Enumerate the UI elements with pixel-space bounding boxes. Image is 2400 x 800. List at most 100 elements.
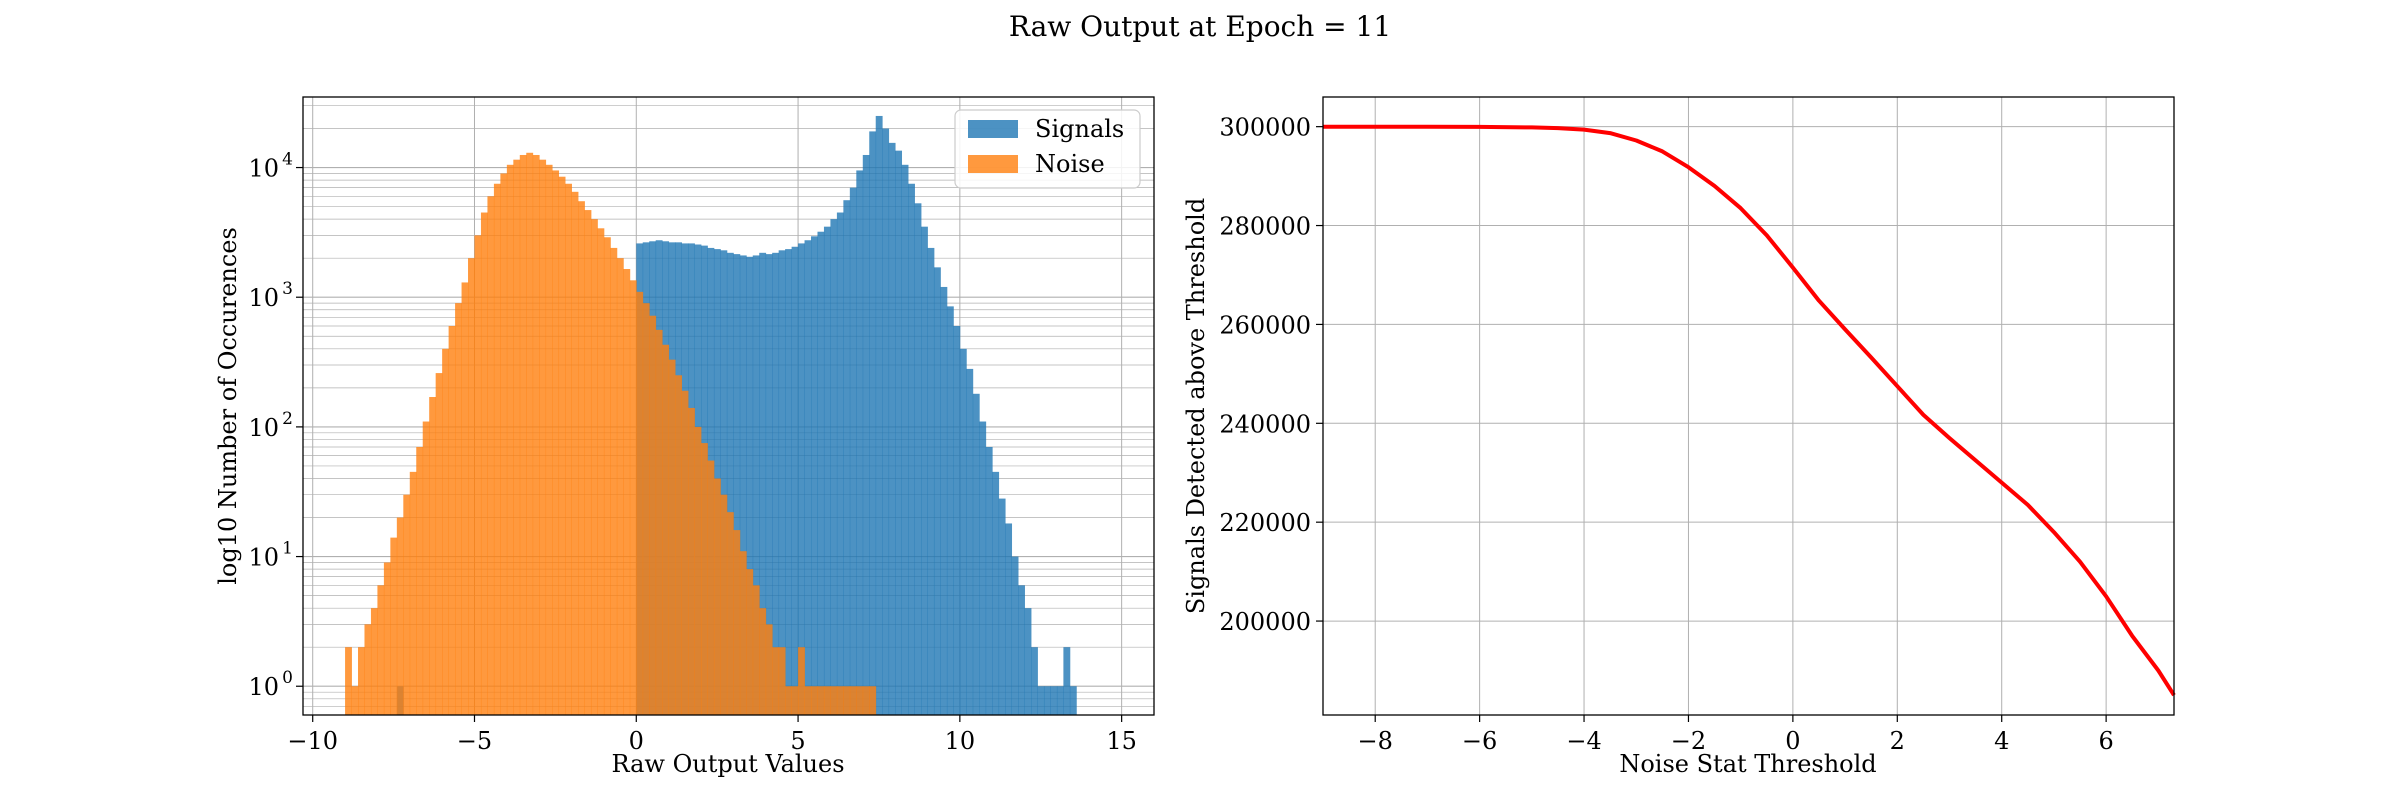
histogram-bar (487, 196, 495, 715)
histogram-bar (726, 252, 734, 716)
histogram-bar (798, 647, 805, 715)
histogram-bar (862, 154, 870, 715)
histogram-bar (933, 267, 941, 715)
histogram-bar (992, 471, 1000, 715)
histogram-bar (785, 686, 792, 715)
figure-title: Raw Output at Epoch = 11 (1009, 10, 1391, 43)
histogram-bar (791, 686, 799, 715)
histogram-bar (972, 393, 980, 715)
histogram-bar (869, 686, 877, 715)
y-tick-label: 220000 (1219, 509, 1311, 537)
histogram-bar (720, 250, 728, 715)
x-tick-label: 2 (1890, 727, 1905, 755)
histogram-bar (804, 686, 812, 715)
x-tick-label: 10 (945, 727, 976, 755)
histogram-bar (578, 201, 585, 716)
histogram-bar (798, 243, 805, 715)
x-tick-label: −10 (287, 727, 338, 755)
legend-label-signals: Signals (1035, 115, 1124, 143)
line-y-axis-label: Signals Detected above Threshold (1182, 198, 1210, 614)
histogram-bar (506, 164, 514, 716)
histogram-bar (539, 159, 547, 716)
histogram-bar (649, 315, 657, 715)
histogram-bar (1018, 585, 1025, 715)
histogram-bar (429, 397, 437, 715)
histogram-bar (610, 247, 618, 715)
y-tick-label: 10 (248, 284, 279, 312)
histogram-bar (759, 608, 767, 715)
histogram-bar (1011, 556, 1019, 715)
x-tick-label: 0 (1785, 727, 1800, 755)
histogram-bar (513, 159, 521, 716)
histogram-bar (862, 686, 870, 715)
y-tick-label: 10 (248, 155, 279, 183)
histogram-bar (571, 191, 579, 715)
histogram-bar (901, 164, 909, 716)
histogram-bar (480, 212, 488, 716)
histogram-bar (843, 200, 851, 715)
histogram-bar (772, 252, 780, 716)
histogram-bar (396, 517, 404, 715)
histogram-bar (733, 530, 741, 715)
histogram-bar (662, 344, 670, 715)
histogram-bar (830, 686, 838, 715)
x-tick-label: −8 (1358, 727, 1393, 755)
histogram-bar (875, 115, 883, 715)
histogram-x-axis-label: Raw Output Values (611, 750, 844, 778)
histogram-bar (759, 252, 767, 716)
histogram-bar (688, 407, 695, 715)
histogram-bar (823, 686, 831, 715)
y-tick-exponent: 0 (282, 668, 293, 688)
histogram-bar (370, 608, 378, 715)
y-tick-label: 200000 (1219, 608, 1311, 636)
histogram-bar (435, 373, 443, 715)
histogram-bar (746, 256, 754, 715)
histogram-bar (383, 562, 391, 715)
histogram-bar (791, 246, 799, 715)
histogram-bar (416, 446, 424, 715)
histogram-x-ticks: −10 −5 0 5 10 15 (287, 715, 1137, 755)
histogram-bar (681, 390, 689, 715)
histogram-bar (946, 306, 954, 715)
histogram-bar (597, 228, 605, 715)
histogram-bar (351, 686, 359, 715)
histogram-bar (655, 329, 663, 715)
histogram-bar (603, 237, 611, 715)
line-plot-frame (1322, 96, 2175, 716)
y-tick-exponent: 1 (282, 539, 293, 559)
histogram-legend: Signals Noise (954, 109, 1141, 189)
x-tick-label: 4 (1994, 727, 2009, 755)
histogram-bar (700, 443, 708, 715)
histogram-bar (739, 255, 747, 715)
histogram-bar (752, 585, 760, 715)
histogram-bar (979, 421, 987, 715)
x-tick-label: −5 (457, 727, 492, 755)
y-tick-label: 280000 (1219, 213, 1311, 241)
y-tick-label: 300000 (1219, 114, 1311, 142)
histogram-bar (765, 624, 773, 715)
histogram-plot-frame (302, 96, 1155, 716)
line-grid (1323, 97, 2174, 715)
histogram-bar (403, 494, 411, 715)
signals-above-threshold-line (1323, 124, 2176, 697)
y-tick-exponent: 3 (282, 279, 293, 299)
histogram-bar (1005, 523, 1013, 715)
histogram-bar (940, 286, 948, 715)
histogram-bar (455, 303, 462, 715)
histogram-bar (1056, 686, 1064, 715)
histogram-bar (590, 219, 598, 716)
histogram-bar (1050, 686, 1058, 715)
histogram-bar (1043, 686, 1051, 715)
histogram-bar (778, 250, 786, 715)
histogram-bar (849, 187, 857, 715)
histogram-bar (532, 154, 540, 715)
histogram-bar (493, 183, 501, 715)
x-tick-label: 15 (1106, 727, 1137, 755)
y-tick-label: 10 (248, 414, 279, 442)
histogram-bar (552, 170, 560, 716)
histogram-bar (442, 348, 450, 715)
line-x-axis-label: Noise Stat Threshold (1619, 750, 1876, 778)
histogram-bar (545, 164, 553, 716)
histogram-bar (921, 226, 928, 715)
